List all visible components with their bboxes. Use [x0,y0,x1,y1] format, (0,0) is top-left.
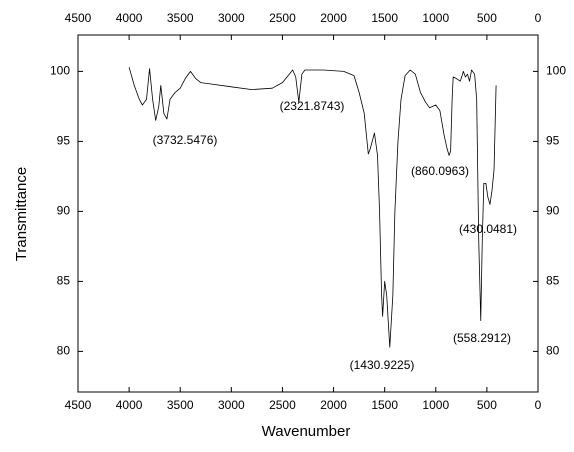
y-tick-label-right: 80 [546,344,560,358]
x-tick-label-top: 4000 [116,11,143,25]
x-tick-label: 3000 [218,398,245,412]
peak-annotation: (860.0963) [411,164,469,178]
y-tick-label: 95 [57,134,71,148]
plot-frame [77,34,539,393]
peak-annotation: (2321.8743) [280,99,345,113]
x-tick-label-top: 0 [535,11,542,25]
x-tick-label: 4500 [65,398,92,412]
x-tick-label: 1000 [422,398,449,412]
peak-annotation: (430.0481) [459,222,517,236]
y-tick-label: 85 [57,274,71,288]
x-tick-label-top: 1000 [422,11,449,25]
x-tick-label-top: 3500 [167,11,194,25]
x-tick-label-top: 2500 [269,11,296,25]
y-tick-label: 100 [50,64,70,78]
x-tick-label-top: 2000 [320,11,347,25]
x-tick-label-top: 1500 [371,11,398,25]
y-tick-label-right: 90 [546,204,560,218]
x-tick-label-top: 3000 [218,11,245,25]
x-tick-label: 4000 [116,398,143,412]
x-axis-title: Wavenumber [262,423,351,440]
peak-annotation: (558.2912) [453,331,511,345]
y-tick-label-right: 85 [546,274,560,288]
peak-annotation: (1430.9225) [350,358,415,372]
x-tick-label: 3500 [167,398,194,412]
y-tick-label: 90 [57,204,71,218]
spectrum-line [128,67,497,348]
x-tick-label: 1500 [371,398,398,412]
x-tick-label: 500 [477,398,497,412]
y-tick-label-right: 95 [546,134,560,148]
y-tick-label: 80 [57,344,71,358]
x-tick-label-top: 500 [477,11,497,25]
x-tick-label: 2000 [320,398,347,412]
x-tick-label: 0 [535,398,542,412]
peak-annotation: (3732.5476) [153,133,218,147]
x-tick-label-top: 4500 [65,11,92,25]
y-axis-title: Transmittance [13,167,30,261]
y-tick-label-right: 100 [546,64,566,78]
x-tick-label: 2500 [269,398,296,412]
